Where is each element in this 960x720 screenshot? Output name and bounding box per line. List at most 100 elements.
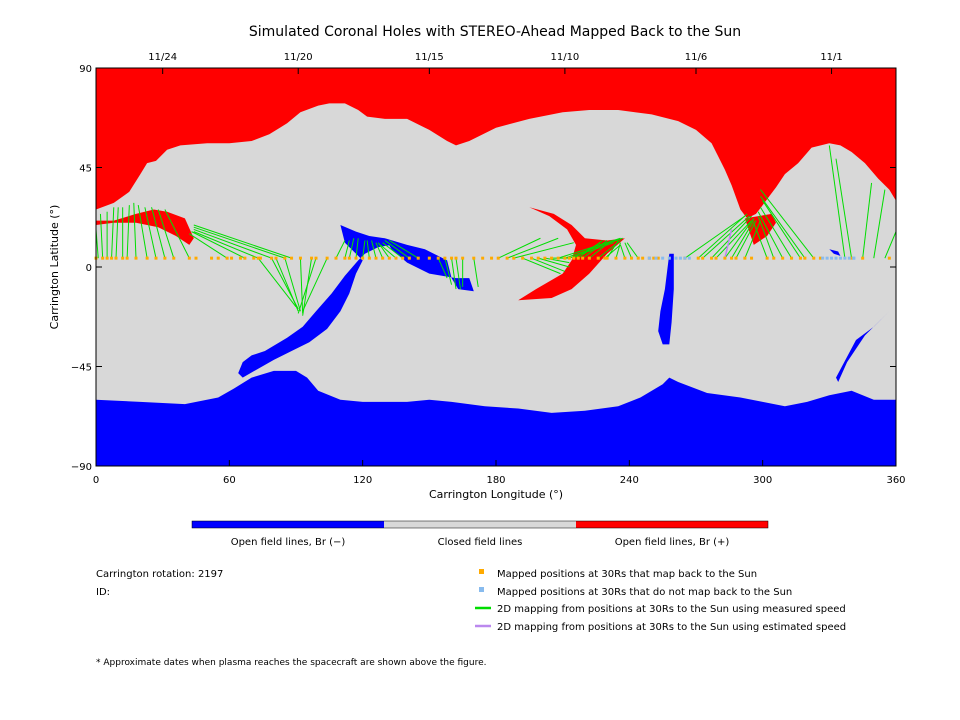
mapped-point [256,256,260,260]
mapped-point [163,256,167,260]
mapped-point [401,256,405,260]
mapped-point [587,256,591,260]
measured-speed-line [724,218,755,259]
measured-speed-line [624,242,633,259]
y-axis-label: Carrington Latitude (°) [48,205,61,330]
mapped-point [427,256,431,260]
colorbar-frame [191,520,769,529]
mapped-point [812,256,816,260]
x-tick-label: 0 [93,475,99,486]
measured-speed-line [531,257,566,272]
measured-speed-line [498,237,541,259]
measured-speed-line [760,195,806,259]
measured-speed-line [355,238,359,259]
not-mapped-point [683,256,687,260]
not-mapped-point [654,256,658,260]
mapped-point [556,256,560,260]
x-tick-label: 300 [753,475,772,486]
mapped-point [636,256,640,260]
north-positive-region [96,68,896,219]
mapped-point [145,256,149,260]
legend-marker-mapped [479,569,484,574]
measured-speed-line [702,215,750,259]
colorbar-closed [384,521,576,528]
mapped-point [572,256,576,260]
mapped-point [367,256,371,260]
measured-speed-line [760,207,792,259]
measured-speed-line [137,205,148,259]
measured-speed-line [828,145,846,259]
mapped-point [347,256,351,260]
mapped-point [696,256,700,260]
measured-speed-line [444,258,453,285]
mapped-point [723,256,727,260]
not-mapped-point [830,256,834,260]
estimated-speed-line [724,229,733,259]
mapped-point [454,256,458,260]
mapped-point [101,256,105,260]
carrington-rotation: Carrington rotation: 2197 [96,569,223,580]
measured-speed-line [111,207,115,259]
mapped-point [125,256,129,260]
mapped-point [765,256,769,260]
measured-speed-line [133,202,137,259]
legend: Mapped positions at 30Rs that map back t… [475,569,846,633]
measured-speed-line [348,238,355,259]
mapped-point [521,256,525,260]
measured-speed-line [451,258,457,290]
y-tick-label: −90 [71,462,92,473]
mapped-point [563,256,567,260]
mapped-point [630,256,634,260]
mapped-point [334,256,338,260]
measured-speed-line [284,258,301,312]
mapped-point [623,256,627,260]
mapped-point [781,256,785,260]
measured-speed-line [144,207,157,259]
measured-speed-line [884,231,897,259]
measured-speed-line [873,189,886,259]
mapped-point [354,256,358,260]
mapped-point [543,256,547,260]
measured-speed-line [606,240,619,259]
mapped-point [394,256,398,260]
measured-speed-line [744,220,761,259]
legend-item-estimated: 2D mapping from positions at 30Rs to the… [497,622,846,633]
negative-patch [836,311,890,382]
mapped-point [512,256,516,260]
chart-title: Simulated Coronal Holes with STEREO-Ahea… [249,24,741,40]
mapped-point [803,256,807,260]
not-mapped-point [834,256,838,260]
measured-speed-line [126,205,130,259]
mapped-point [154,256,158,260]
mapped-point [850,256,854,260]
mapped-point [710,256,714,260]
measured-speed-line [455,258,461,290]
measured-speed-line [577,240,603,259]
mapped-point [361,256,365,260]
mapped-point [172,256,176,260]
mapped-point [641,256,645,260]
mapped-point [238,256,242,260]
negative-patch [658,253,674,345]
mapped-point [310,256,314,260]
mapped-point [603,256,607,260]
mapped-point [325,256,329,260]
measured-speed-line [760,189,815,259]
measured-speed-line [544,257,570,264]
measured-speed-line [157,209,175,259]
measured-speed-line [384,240,410,259]
measured-speed-line [193,228,272,259]
measured-speed-line [115,207,119,259]
not-mapped-point [852,256,856,260]
mapped-point [283,256,287,260]
mapped-point [490,256,494,260]
mapped-point [605,256,609,260]
not-mapped-point [674,256,678,260]
mapped-point [581,256,585,260]
measured-speed-line [753,222,768,259]
mapped-point [734,256,738,260]
colorbar-open-negative [192,521,384,528]
mapped-point [536,256,540,260]
mapping-lines [95,145,897,316]
